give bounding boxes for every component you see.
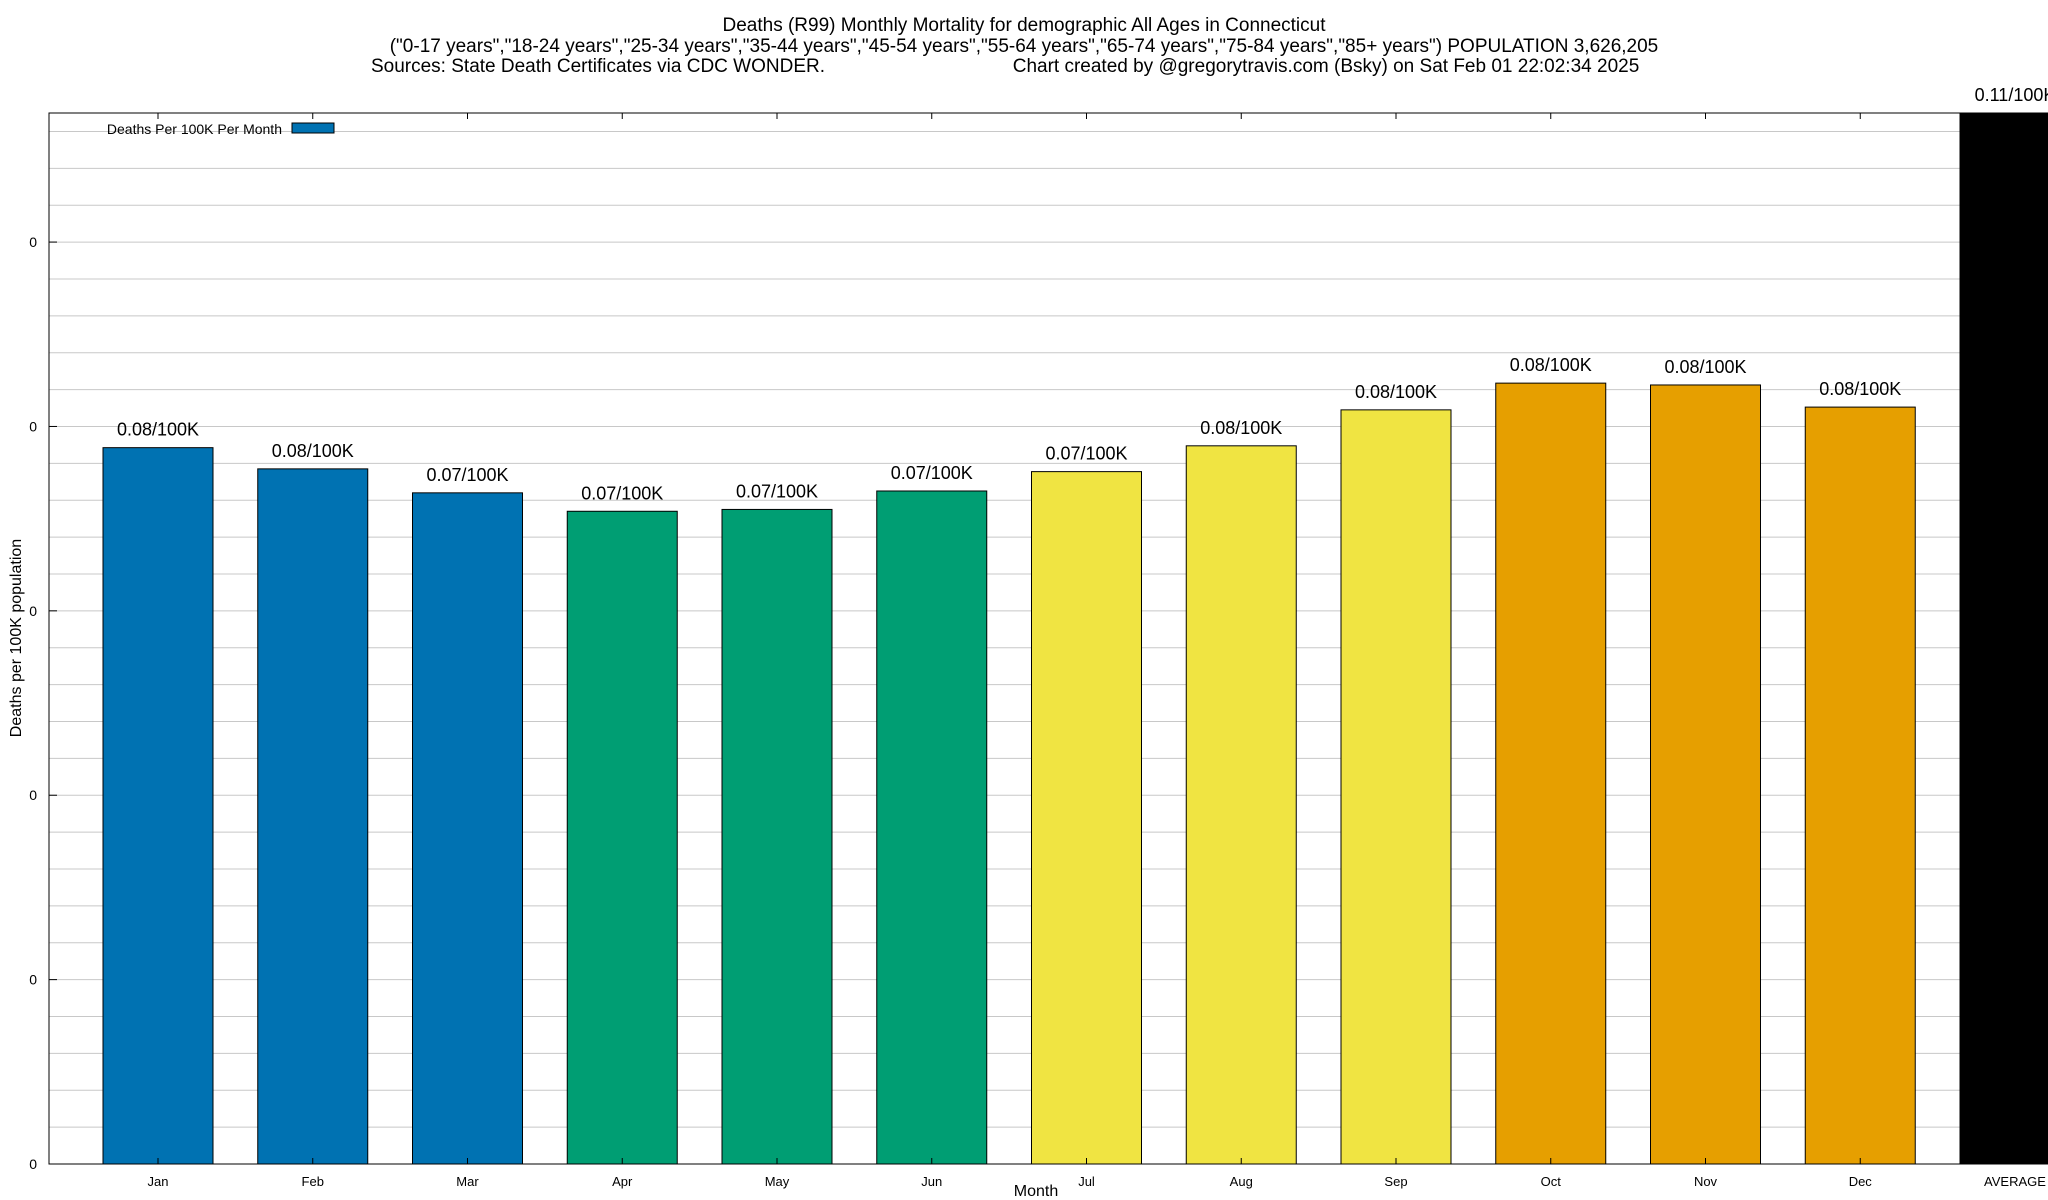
x-tick-label-may: May: [765, 1174, 790, 1189]
data-label-feb: 0.08/100K: [272, 441, 354, 461]
bars: [102, 112, 2048, 1165]
bar-mar: [412, 492, 523, 1165]
x-tick-label-aug: Aug: [1230, 1174, 1253, 1189]
data-label-jun: 0.07/100K: [891, 463, 973, 483]
x-tick-label-mar: Mar: [456, 1174, 479, 1189]
plot-frame: [48, 112, 2024, 1165]
x-tick-label-oct: Oct: [1541, 1174, 1562, 1189]
y-tick-label: 0: [29, 972, 37, 988]
bar-sep: [1340, 409, 1452, 1165]
chart-subtitle: ("0-17 years","18-24 years","25-34 years…: [390, 36, 1659, 57]
y-axis-ticks: 0 0 0 0 0 0: [29, 234, 2023, 1172]
chart-credit: Chart created by @gregorytravis.com (Bsk…: [1013, 56, 1640, 77]
legend: Deaths Per 100K Per Month: [107, 121, 335, 137]
bar-feb: [257, 468, 369, 1165]
data-label-dec: 0.08/100K: [1819, 379, 1901, 399]
bar-average: [1959, 112, 2048, 1165]
data-label-jul: 0.07/100K: [1045, 444, 1127, 464]
legend-label: Deaths Per 100K Per Month: [107, 121, 282, 137]
y-tick-label: 0: [29, 1156, 37, 1172]
y-tick-label: 0: [29, 603, 37, 619]
bar-nov: [1650, 384, 1761, 1165]
x-tick-label-sep: Sep: [1384, 1174, 1407, 1189]
data-labels: 0.08/100K 0.08/100K 0.07/100K 0.07/100K 0.07…: [117, 85, 2048, 503]
bar-jul: [1031, 471, 1142, 1165]
data-label-mar: 0.07/100K: [426, 465, 508, 485]
x-tick-label-nov: Nov: [1694, 1174, 1718, 1189]
bar-jun: [876, 490, 988, 1165]
bar-jan: [102, 447, 214, 1165]
x-tick-label-jan: Jan: [148, 1174, 169, 1189]
y-tick-label: 0: [29, 234, 37, 250]
data-label-apr: 0.07/100K: [581, 483, 663, 503]
data-label-may: 0.07/100K: [736, 481, 818, 501]
bar-oct: [1495, 382, 1607, 1165]
bar-may: [721, 508, 833, 1165]
y-tick-label: 0: [29, 787, 37, 803]
data-label-oct: 0.08/100K: [1510, 355, 1592, 375]
data-label-sep: 0.08/100K: [1355, 382, 1437, 402]
data-label-jan: 0.08/100K: [117, 420, 199, 440]
y-axis-label: Deaths per 100K population: [8, 539, 25, 737]
bar-dec: [1804, 406, 1916, 1165]
x-axis-label: Month: [1014, 1183, 1058, 1200]
chart-sources: Sources: State Death Certificates via CD…: [371, 56, 825, 77]
x-axis-ticks: Jan Feb Mar Apr May Jun Jul Aug Sep Oct Nov Dec AVER…: [148, 113, 2046, 1189]
bar-aug: [1185, 445, 1297, 1165]
x-tick-label-dec: Dec: [1849, 1174, 1873, 1189]
x-tick-label-average: AVERAGE: [1984, 1174, 2046, 1189]
x-tick-label-jul: Jul: [1078, 1174, 1095, 1189]
bar-apr: [566, 510, 678, 1165]
legend-swatch: [291, 122, 335, 134]
x-tick-label-apr: Apr: [612, 1174, 633, 1189]
x-tick-label-jun: Jun: [921, 1174, 942, 1189]
y-tick-label: 0: [29, 418, 37, 434]
chart-title: Deaths (R99) Monthly Mortality for demog…: [723, 15, 1327, 36]
data-label-aug: 0.08/100K: [1200, 418, 1282, 438]
data-label-nov: 0.08/100K: [1664, 357, 1746, 377]
y-axis-label-right: Deaths per 100K population: [2029, 539, 2046, 737]
x-tick-label-feb: Feb: [302, 1174, 324, 1189]
data-label-average: 0.11/100K: [1975, 85, 2048, 105]
